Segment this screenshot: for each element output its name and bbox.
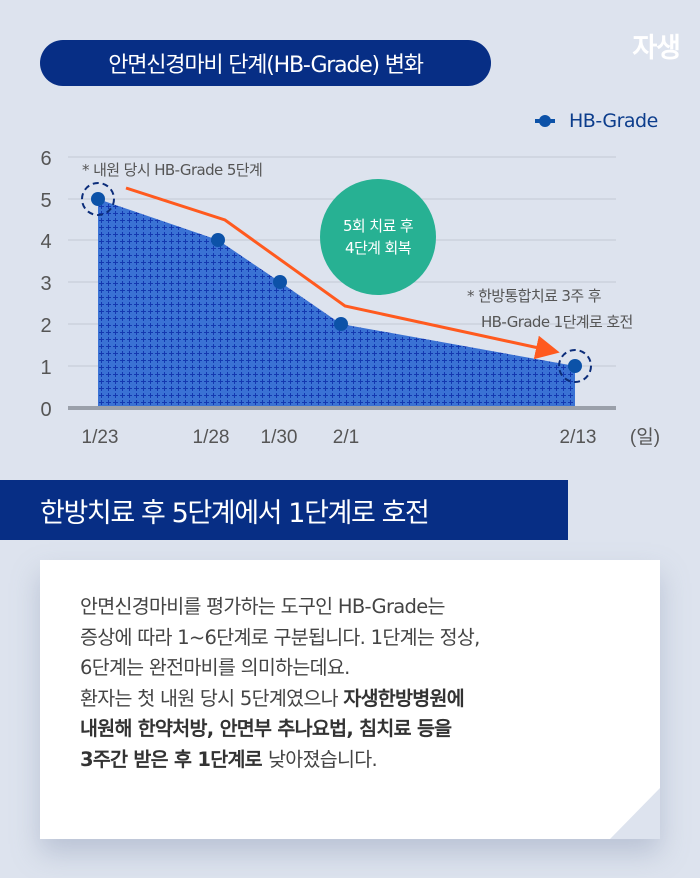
end-annotation-line-1: * 한방통합치료 3주 후 [467,287,602,305]
badge-line-2: 4단계 회복 [345,239,411,257]
start-highlight-ring [81,182,115,216]
svg-text:5: 5 [40,190,51,212]
badge-line-1: 5회 치료 후 [343,217,414,235]
recovery-badge [320,179,436,295]
headline-banner: 한방치료 후 5단계에서 1단계로 호전 [0,480,568,540]
data-points [91,192,582,373]
legend-label: HB-Grade [569,110,658,132]
svg-text:4: 4 [40,231,51,253]
svg-text:1/28: 1/28 [193,427,230,448]
svg-text:1/30: 1/30 [261,427,298,448]
brand-logo: 자생 [632,33,681,64]
card-line: 3주간 받은 후 1단계로 낮아졌습니다. [80,747,378,771]
svg-text:2: 2 [40,315,51,337]
line-marker-icon [535,115,555,127]
trend-arrow [125,186,560,360]
area-fill [98,199,575,408]
svg-text:(일): (일) [630,426,660,448]
hospital-name-emphasis: 자생한방병원에 [343,686,465,710]
svg-text:1: 1 [40,357,51,379]
chart-title: 안면신경마비 단계(HB-Grade) 변화 [40,40,491,86]
card-line: 증상에 따라 1~6단계로 구분됩니다. 1단계는 정상, [80,625,480,649]
card-line: 6단계는 완전마비를 의미하는데요. [80,656,350,679]
svg-text:2/1: 2/1 [333,427,359,448]
svg-text:3: 3 [40,273,51,295]
end-highlight-ring [558,349,592,383]
headline-text: 한방치료 후 5단계에서 1단계로 호전 [40,497,430,529]
end-annotation-line-2: HB-Grade 1단계로 호전 [481,313,633,331]
chart-title-text: 안면신경마비 단계(HB-Grade) 변화 [108,53,424,78]
card-line: 안면신경마비를 평가하는 도구인 HB-Grade는 [80,595,445,618]
svg-text:6: 6 [40,148,51,170]
card-line: 환자는 첫 내원 당시 5단계였으나 자생한방병원에 [80,686,465,710]
svg-text:0: 0 [40,399,51,421]
description-card: 안면신경마비를 평가하는 도구인 HB-Grade는 증상에 따라 1~6단계로… [40,560,660,839]
svg-text:2/13: 2/13 [560,427,597,448]
svg-text:1/23: 1/23 [82,427,119,448]
start-annotation: * 내원 당시 HB-Grade 5단계 [82,161,262,179]
y-axis-labels: 6 5 4 3 2 1 0 [40,148,51,421]
card-line-emphasis: 내원해 한약처방, 안면부 추나요법, 침치료 등을 [80,717,452,740]
chart-legend: HB-Grade [535,110,658,132]
x-axis-labels: 1/23 1/28 1/30 2/1 2/13 (일) [82,426,661,448]
area-chart: 6 5 4 3 2 1 0 1/23 1/28 1/30 2/1 2/13 (일… [40,148,661,448]
